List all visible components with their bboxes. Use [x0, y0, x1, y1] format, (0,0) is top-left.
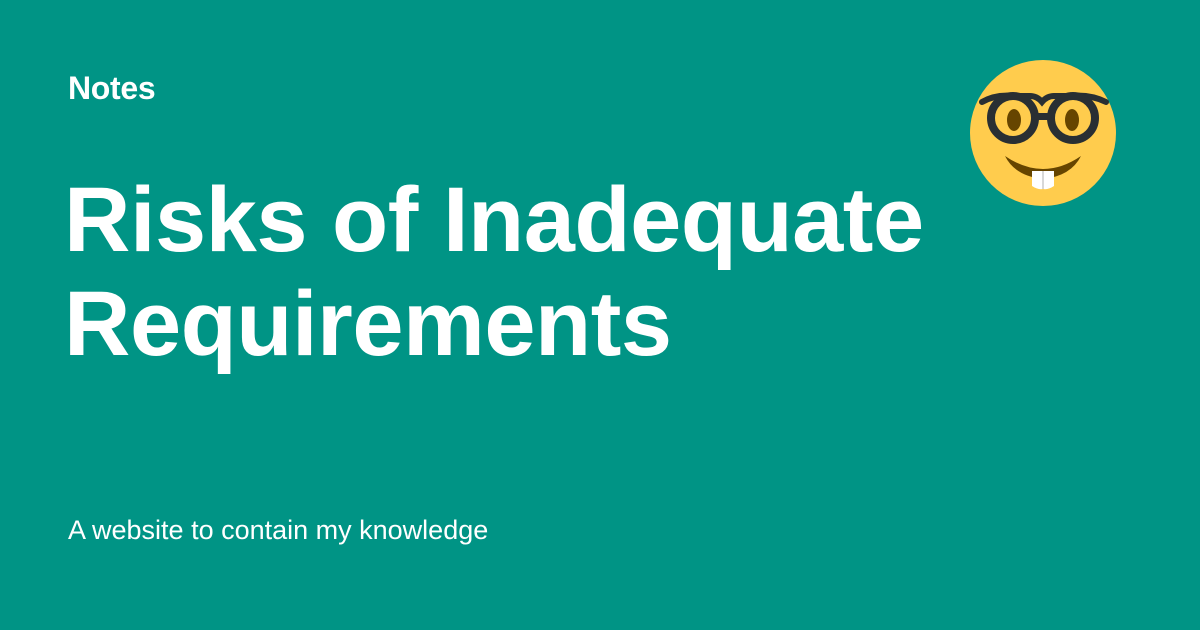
page-title: Risks of Inadequate Requirements — [64, 169, 924, 375]
nerd-face-icon — [970, 60, 1116, 206]
site-name: Notes — [68, 70, 156, 106]
site-description: A website to contain my knowledge — [68, 515, 489, 545]
